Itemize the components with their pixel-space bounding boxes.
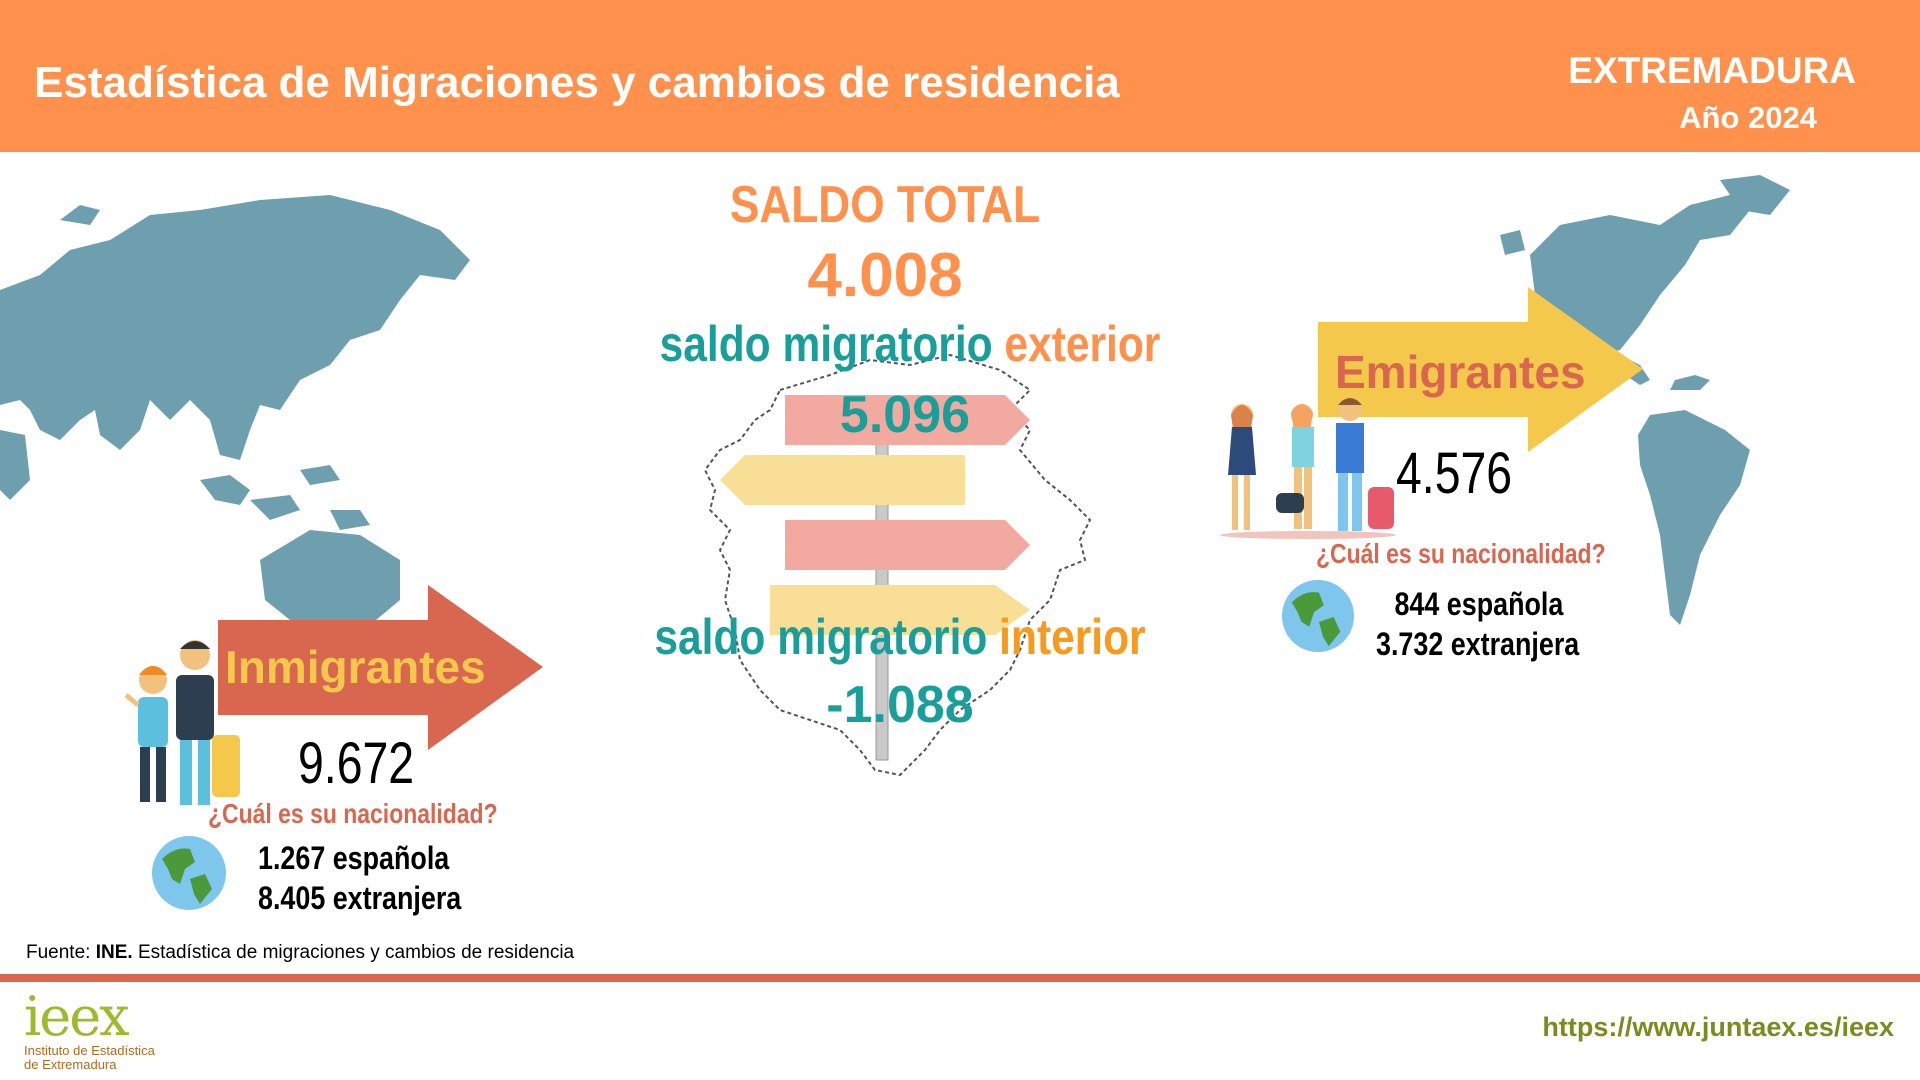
logo-caption-line1: Instituto de Estadística: [24, 1043, 155, 1058]
emigrant-people-icon: [1220, 397, 1396, 539]
emigrants-arrow-icon: [1318, 287, 1643, 452]
saldo-exterior-value: 5.096: [839, 386, 971, 444]
immigrants-foreign: 8.405 extranjera: [258, 880, 462, 916]
immigrants-question: ¿Cuál es su nacionalidad?: [208, 798, 498, 829]
saldo-total-label: SALDO TOTAL: [729, 176, 1041, 234]
source-rest: Estadística de migraciones y cambios de …: [132, 942, 575, 963]
source-prefix: Fuente:: [26, 942, 96, 963]
globe-icon: [152, 836, 226, 910]
website-link[interactable]: https://www.juntaex.es/ieex: [1542, 1012, 1894, 1042]
immigrants-spanish: 1.267 española: [258, 840, 450, 876]
emigrants-label: Emigrantes: [1335, 346, 1586, 398]
source-note: Fuente: INE. Estadística de migraciones …: [26, 942, 574, 964]
exterior-label-highlight: exterior: [1004, 316, 1161, 372]
emigrants-question: ¿Cuál es su nacionalidad?: [1316, 538, 1606, 569]
saldo-total-value: 4.008: [807, 241, 963, 310]
immigrants-arrow-icon: [218, 585, 543, 750]
interior-label-text: saldo migratorio: [654, 609, 988, 665]
region-label: EXTREMADURA: [1568, 50, 1856, 91]
ieex-logo: ieex: [24, 985, 130, 1048]
emigrants-value: 4.576: [1396, 441, 1513, 506]
saldo-exterior-label: saldo migratorio exterior: [647, 315, 1174, 373]
saldo-interior-value: -1.088: [826, 676, 974, 734]
emigrants-foreign: 3.732 extranjera: [1376, 626, 1580, 662]
source-bold: INE.: [95, 942, 133, 963]
page-title: Estadística de Migraciones y cambios de …: [34, 58, 1120, 107]
interior-label-highlight: interior: [999, 609, 1146, 665]
emigrants-spanish: 844 española: [1394, 586, 1564, 622]
immigrants-label: Inmigrantes: [225, 641, 486, 693]
extremadura-signpost-icon: [703, 353, 1092, 777]
ieex-logo-caption: Instituto de Estadística de Extremadura: [24, 1044, 155, 1072]
emigrants-nationality: 844 española 3.732 extranjera: [1376, 584, 1579, 664]
immigrants-value: 9.672: [298, 731, 415, 796]
year-label: Año 2024: [1679, 100, 1817, 135]
world-map-right-icon: [1500, 175, 1790, 625]
header-bar: Estadística de Migraciones y cambios de …: [0, 0, 1920, 152]
globe-icon: [1281, 579, 1355, 653]
exterior-label-text: saldo migratorio: [659, 316, 993, 372]
saldo-interior-label: saldo migratorio interior: [637, 608, 1164, 666]
immigrants-nationality: 1.267 española 8.405 extranjera: [258, 838, 461, 918]
footer-divider: [0, 974, 1920, 982]
world-map-left-icon: [0, 195, 470, 640]
logo-caption-line2: de Extremadura: [24, 1057, 117, 1072]
immigrant-people-icon: [124, 640, 240, 805]
